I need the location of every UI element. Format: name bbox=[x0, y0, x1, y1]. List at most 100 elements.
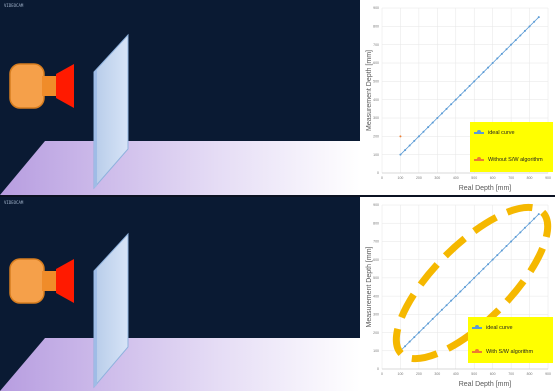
x-axis-title: Real Depth [mm] bbox=[459, 185, 512, 192]
data-point bbox=[440, 308, 443, 311]
y-tick-label: 600 bbox=[373, 61, 379, 65]
x-tick-label: 800 bbox=[527, 372, 533, 376]
data-point bbox=[464, 286, 466, 288]
data-point bbox=[427, 322, 430, 325]
data-point bbox=[473, 80, 476, 83]
data-point bbox=[528, 25, 531, 28]
data-point bbox=[399, 153, 402, 156]
legend-label: ideal curve bbox=[486, 325, 513, 331]
data-point bbox=[537, 16, 540, 19]
y-tick-label: 100 bbox=[373, 153, 379, 157]
data-point bbox=[408, 144, 411, 147]
scene-bottom: VIDEOCAM bbox=[0, 197, 360, 391]
y-tick-label: 300 bbox=[373, 116, 379, 120]
scene-top: VIDEOCAM bbox=[0, 0, 360, 195]
data-point bbox=[431, 121, 434, 124]
y-tick-label: 500 bbox=[373, 80, 379, 84]
y-tick-label: 600 bbox=[373, 258, 379, 262]
data-point bbox=[519, 34, 522, 37]
data-point bbox=[496, 254, 499, 257]
legend-marker bbox=[472, 349, 482, 353]
y-tick-label: 100 bbox=[373, 349, 379, 353]
y-tick-label: 500 bbox=[373, 276, 379, 280]
y-tick-label: 300 bbox=[373, 313, 379, 317]
legend-box: ideal curve With S/W algorithm bbox=[468, 317, 553, 363]
data-point bbox=[431, 317, 434, 320]
data-point bbox=[482, 267, 485, 270]
data-point bbox=[537, 213, 540, 216]
data-point bbox=[464, 89, 466, 92]
y-tick-label: 900 bbox=[373, 203, 379, 207]
y-tick-label: 900 bbox=[373, 6, 379, 10]
x-tick-label: 800 bbox=[527, 176, 533, 180]
y-tick-label: 0 bbox=[377, 171, 379, 175]
data-point bbox=[436, 117, 439, 119]
y-tick-label: 800 bbox=[373, 25, 379, 29]
x-tick-label: 600 bbox=[490, 176, 496, 180]
data-point bbox=[477, 272, 480, 275]
scene-tag: VIDEOCAM bbox=[4, 3, 24, 8]
scene-tag: VIDEOCAM bbox=[4, 200, 24, 205]
data-point bbox=[404, 345, 407, 348]
legend-label: Without S/W algorithm bbox=[488, 157, 543, 163]
legend-marker bbox=[474, 157, 484, 161]
y-tick-label: 400 bbox=[373, 98, 379, 102]
x-tick-label: 400 bbox=[453, 372, 459, 376]
data-point bbox=[450, 103, 453, 106]
data-point bbox=[519, 231, 522, 234]
legend-label: With S/W algorithm bbox=[486, 349, 534, 355]
legend-label: ideal curve bbox=[488, 130, 515, 136]
data-point bbox=[477, 75, 480, 78]
x-tick-label: 600 bbox=[490, 372, 496, 376]
data-point bbox=[514, 235, 517, 238]
x-tick-label: 700 bbox=[508, 372, 514, 376]
floor-plane bbox=[0, 232, 360, 391]
x-tick-label: 900 bbox=[545, 176, 551, 180]
data-point bbox=[445, 107, 448, 110]
data-point bbox=[533, 20, 536, 23]
data-point bbox=[422, 327, 425, 329]
data-point bbox=[459, 290, 462, 293]
camera-icon bbox=[8, 257, 78, 312]
data-point bbox=[440, 112, 443, 115]
data-point bbox=[404, 149, 407, 152]
x-tick-label: 900 bbox=[545, 372, 551, 376]
data-point bbox=[496, 57, 499, 60]
data-point bbox=[514, 39, 517, 42]
depth-chart-bottom: 0 100 200 300 400 500 600 700 800 900 0 100 200 300 40… bbox=[360, 197, 555, 391]
x-tick-label: 200 bbox=[416, 176, 422, 180]
y-tick-label: 700 bbox=[373, 240, 379, 244]
x-tick-label: 0 bbox=[381, 372, 383, 376]
y-tick-label: 200 bbox=[373, 331, 379, 335]
data-point bbox=[523, 29, 526, 32]
legend-marker bbox=[472, 325, 482, 329]
y-tick-label: 800 bbox=[373, 221, 379, 225]
y-axis-title: Measurement Depth [mm] bbox=[366, 50, 373, 131]
x-tick-label: 400 bbox=[453, 176, 459, 180]
x-tick-label: 300 bbox=[434, 176, 440, 180]
data-point bbox=[505, 245, 508, 247]
data-point bbox=[408, 340, 411, 343]
data-point bbox=[500, 249, 503, 252]
data-point bbox=[454, 295, 457, 298]
data-point bbox=[413, 336, 416, 339]
data-point bbox=[523, 226, 526, 229]
data-point bbox=[500, 52, 503, 55]
y-tick-label: 0 bbox=[377, 367, 379, 371]
data-point bbox=[422, 130, 425, 133]
data-point bbox=[468, 84, 471, 87]
data-point bbox=[468, 281, 471, 284]
top-panel: VIDEOCAM bbox=[0, 0, 555, 195]
data-point bbox=[445, 304, 448, 307]
data-point bbox=[459, 94, 462, 97]
data-point bbox=[427, 126, 430, 129]
legend-box: ideal curve Without S/W algorithm bbox=[470, 122, 553, 172]
x-tick-label: 700 bbox=[508, 176, 514, 180]
panel-divider bbox=[0, 195, 555, 197]
data-point bbox=[505, 48, 508, 51]
x-tick-label: 300 bbox=[434, 372, 440, 376]
x-axis-title: Real Depth [mm] bbox=[459, 381, 512, 388]
data-point bbox=[491, 258, 494, 261]
data-point bbox=[436, 313, 439, 316]
camera-icon bbox=[8, 62, 78, 117]
